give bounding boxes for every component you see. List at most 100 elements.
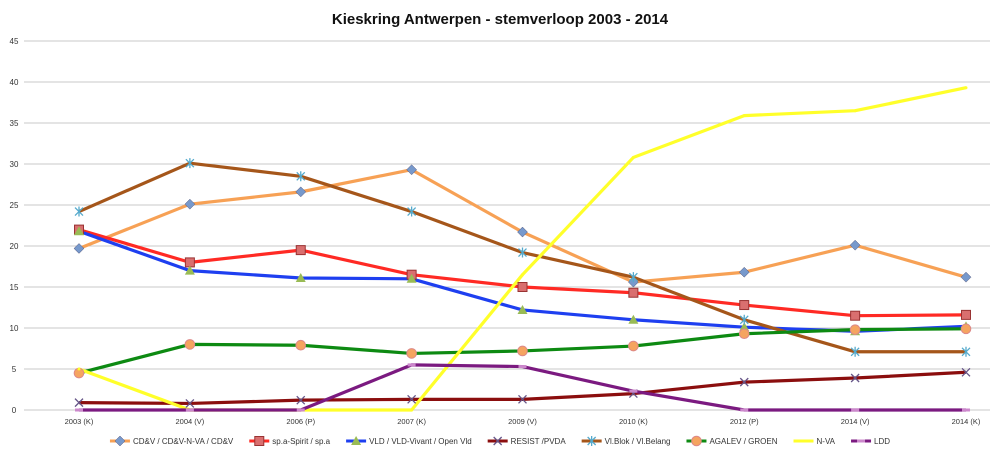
x-tick-label: 2007 (K): [397, 417, 426, 426]
data-point: [518, 394, 527, 404]
data-point: [185, 408, 194, 412]
legend-label: LDD: [874, 437, 890, 446]
series-markers: [74, 226, 971, 336]
data-point: [73, 243, 85, 254]
data-point: [628, 272, 638, 283]
data-point: [406, 273, 417, 283]
legend-item: AGALEV / GROEN: [686, 435, 778, 447]
data-point: [850, 310, 861, 321]
data-point: [631, 155, 635, 159]
data-point: [410, 408, 414, 412]
data-point: [295, 272, 306, 282]
legend-label: AGALEV / GROEN: [709, 437, 777, 446]
y-tick-label: 30: [10, 160, 19, 169]
data-point: [849, 239, 861, 251]
data-point: [739, 300, 750, 311]
data-point: [77, 367, 81, 371]
y-tick-label: 15: [10, 283, 19, 292]
y-tick-label: 25: [10, 201, 19, 210]
legend-label: CD&V / CD&V-N-VA / CD&V: [133, 437, 234, 446]
data-point: [964, 86, 968, 90]
data-point: [960, 323, 972, 335]
data-point: [628, 340, 639, 352]
x-tick-label: 2014 (V): [841, 417, 870, 426]
data-point: [587, 436, 597, 446]
data-point: [406, 164, 417, 176]
data-point: [960, 271, 972, 283]
data-point: [961, 367, 971, 377]
y-tick-label: 5: [12, 365, 17, 374]
data-point: [184, 265, 195, 275]
data-point: [184, 339, 196, 350]
data-point: [628, 287, 639, 298]
data-point: [738, 328, 750, 340]
x-tick-label: 2010 (K): [619, 417, 648, 426]
x-tick-label: 2009 (V): [508, 417, 537, 426]
legend-item: N-VA: [793, 437, 836, 446]
y-tick-label: 10: [10, 324, 19, 333]
x-tick-label: 2003 (K): [65, 417, 94, 426]
data-point: [518, 247, 527, 258]
legend-item: Vl.Blok / Vl.Belang: [581, 436, 671, 446]
series-markers: [75, 363, 970, 412]
data-point: [962, 408, 970, 412]
legend-label: sp.a-Spirit / sp.a: [272, 437, 330, 446]
data-point: [407, 363, 416, 367]
data-point: [521, 273, 524, 277]
series-cd-v-cd-v-n-va-cd-v: [78, 168, 967, 284]
series-line: [78, 168, 967, 284]
series-markers: [73, 164, 972, 288]
data-point: [185, 398, 195, 408]
data-point: [185, 158, 195, 169]
data-point: [518, 365, 527, 369]
data-point: [851, 408, 860, 412]
series-markers: [74, 158, 971, 357]
data-point: [517, 304, 528, 314]
data-point: [517, 282, 528, 292]
data-point: [74, 206, 84, 217]
data-point: [406, 348, 417, 359]
data-point: [184, 257, 195, 268]
data-point: [295, 339, 307, 351]
chart-title: Kieskring Antwerpen - stemverloop 2003 -…: [332, 11, 669, 28]
data-point: [850, 373, 860, 383]
data-point: [493, 436, 503, 446]
data-point: [857, 439, 866, 443]
data-point: [961, 346, 971, 357]
data-point: [740, 408, 749, 412]
data-point: [184, 198, 196, 210]
y-tick-label: 20: [10, 242, 19, 251]
y-tick-label: 0: [12, 406, 17, 415]
data-point: [849, 324, 861, 335]
data-point: [295, 245, 306, 256]
data-point: [407, 394, 417, 404]
data-point: [296, 395, 306, 405]
data-point: [742, 114, 746, 118]
legend-label: Vl.Blok / Vl.Belang: [605, 437, 671, 446]
legend-item: sp.a-Spirit / sp.a: [249, 436, 331, 446]
x-tick-label: 2012 (P): [730, 417, 759, 426]
data-point: [74, 398, 84, 408]
data-point: [295, 186, 307, 198]
legend-item: VLD / VLD-Vivant / Open Vld: [346, 436, 472, 446]
data-point: [296, 408, 305, 412]
data-point: [739, 314, 749, 325]
data-point: [407, 206, 417, 217]
data-point: [691, 435, 702, 447]
data-point: [629, 389, 638, 393]
data-point: [517, 345, 528, 357]
data-point: [351, 436, 362, 445]
legend-item: CD&V / CD&V-N-VA / CD&V: [109, 435, 234, 447]
data-point: [961, 309, 971, 320]
data-point: [738, 266, 750, 278]
data-point: [739, 377, 749, 387]
x-tick-label: 2014 (K): [952, 417, 981, 426]
legend-label: VLD / VLD-Vivant / Open Vld: [369, 437, 472, 446]
y-tick-label: 35: [10, 119, 19, 128]
series-markers: [73, 323, 972, 379]
data-point: [114, 435, 126, 447]
legend-item: RESIST /PVDA: [487, 436, 566, 446]
y-tick-label: 45: [10, 37, 19, 46]
